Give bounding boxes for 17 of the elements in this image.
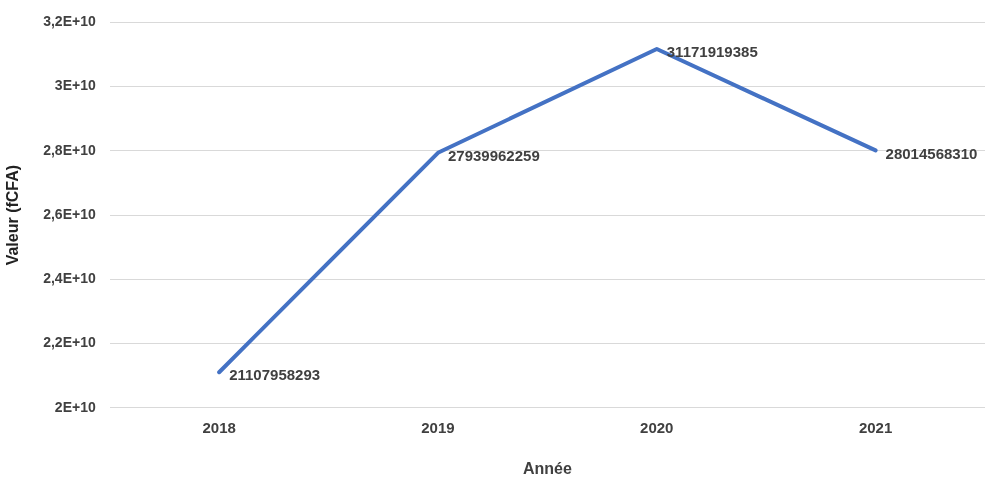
y-tick-label: 3,2E+10 xyxy=(43,13,96,30)
x-tick-label: 2020 xyxy=(640,418,674,436)
y-tick-label: 2,6E+10 xyxy=(43,205,96,222)
data-label: 27939962259 xyxy=(447,146,540,164)
data-label: 28014568310 xyxy=(885,144,978,162)
y-tick-label: 2,2E+10 xyxy=(43,334,96,351)
y-axis-title: Valeur (fCFA) xyxy=(4,164,22,266)
data-label: 21107958293 xyxy=(229,366,321,384)
y-tick-label: 2E+10 xyxy=(54,398,96,415)
y-tick-label: 2,4E+10 xyxy=(43,270,96,287)
y-tick-label: 3E+10 xyxy=(54,77,96,94)
x-axis-title: Année xyxy=(522,459,572,477)
x-tick-label: 2021 xyxy=(858,418,893,436)
data-label: 31171919385 xyxy=(666,43,758,61)
x-tick-label: 2019 xyxy=(421,418,455,436)
y-tick-label: 2,8E+10 xyxy=(43,141,96,158)
x-tick-label: 2018 xyxy=(202,418,236,436)
